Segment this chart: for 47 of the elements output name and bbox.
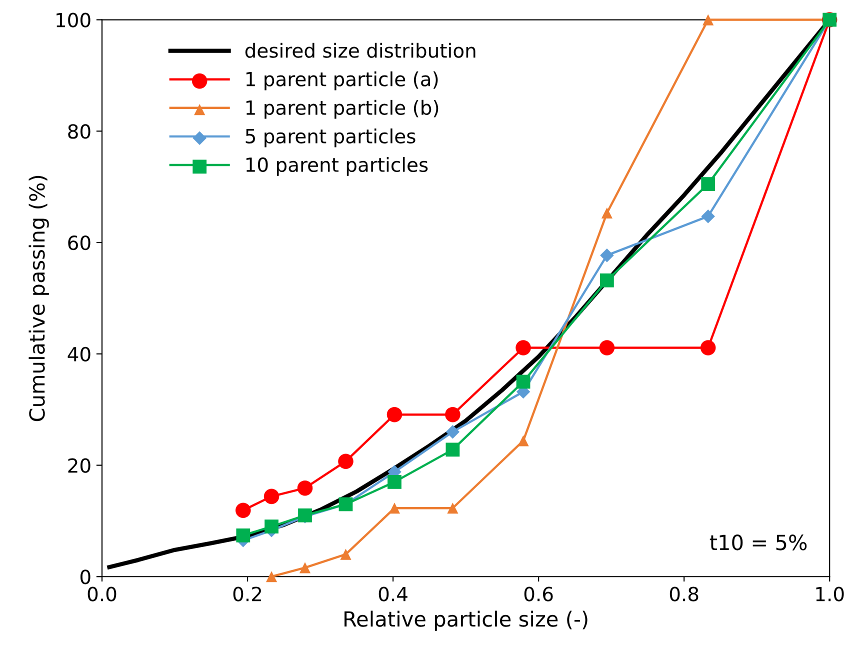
y-axis-title: Cumulative passing (%)	[28, 176, 49, 422]
point	[445, 406, 460, 422]
point	[266, 571, 278, 582]
y-tick-label: 40	[68, 346, 90, 362]
x-tick-label: 0.8	[670, 586, 698, 602]
y-tick-label: 20	[68, 458, 90, 473]
point	[299, 562, 311, 574]
y-tick-label: 60	[68, 235, 90, 250]
annotation: t10 = 5%	[710, 534, 807, 550]
point	[600, 273, 614, 288]
y-tick-label: 100	[56, 12, 90, 28]
point	[701, 177, 716, 191]
point	[516, 340, 531, 356]
point	[340, 548, 352, 560]
point	[446, 442, 460, 457]
point	[600, 248, 614, 262]
point	[388, 502, 400, 514]
point	[386, 406, 402, 422]
point	[599, 340, 615, 356]
point	[700, 340, 716, 356]
point	[236, 528, 250, 542]
point	[701, 209, 715, 224]
x-tick-label: 0.0	[88, 586, 116, 602]
point	[446, 424, 460, 439]
x-tick-label: 0.6	[524, 586, 553, 602]
x-axis-title: Relative particle size (-)	[344, 610, 588, 631]
legend-label: 1 parent particle (b)	[246, 100, 438, 119]
x-tick-label: 0.2	[233, 586, 262, 602]
legend-label: 10 parent particles	[246, 157, 428, 176]
point	[518, 435, 529, 446]
point	[516, 374, 530, 389]
y-tick-label: 0	[80, 570, 90, 584]
point	[388, 475, 402, 489]
point	[264, 520, 278, 534]
x-tick-label: 1.0	[816, 586, 844, 602]
legend-label: 1 parent particle (a)	[246, 71, 438, 90]
point	[447, 502, 458, 514]
y-tick-label: 80	[68, 124, 90, 139]
point	[264, 488, 280, 504]
legend-label: desired size distribution	[245, 42, 476, 58]
point	[297, 480, 313, 496]
point	[236, 502, 251, 518]
point	[702, 14, 714, 26]
x-tick-label: 0.4	[378, 586, 408, 602]
point	[601, 207, 613, 219]
point	[338, 454, 354, 469]
legend-label: 5 parent particles	[246, 128, 416, 148]
